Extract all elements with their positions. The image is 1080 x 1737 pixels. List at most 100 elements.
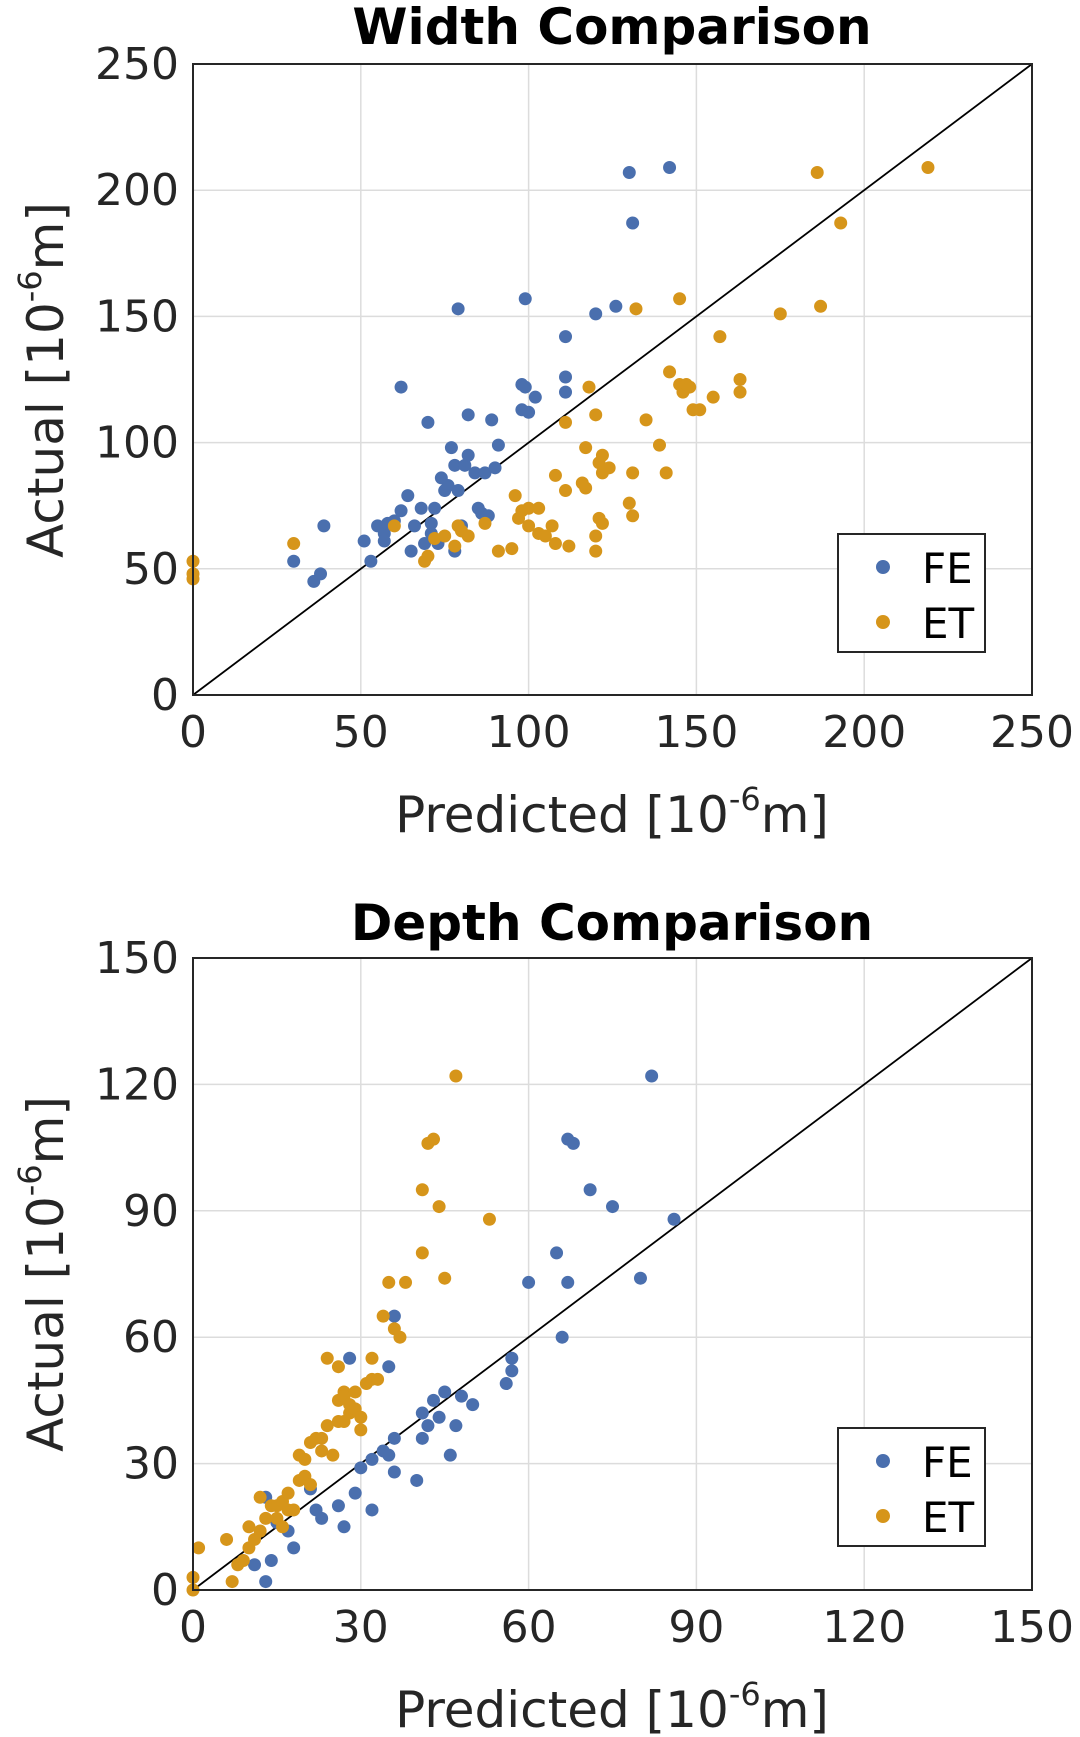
- y-tick-label: 30: [123, 1439, 179, 1490]
- legend-marker-fe: [876, 1454, 890, 1468]
- data-point-et: [673, 292, 687, 306]
- y-tick-label: 250: [95, 39, 179, 90]
- data-point-et: [438, 529, 452, 543]
- data-point-et: [387, 519, 401, 533]
- y-tick-label: 60: [123, 1312, 179, 1363]
- legend-marker-fe: [876, 560, 890, 574]
- data-point-fe: [343, 1351, 357, 1365]
- data-point-fe: [609, 299, 623, 313]
- data-point-et: [562, 539, 576, 553]
- data-point-fe: [287, 1541, 301, 1555]
- depth-comparison-chart: Depth Comparison 0 30 60 90 120 150 0 30 60 90 12…: [11, 894, 1074, 1737]
- y-tick-labels: 0 30 60 90 120 150: [95, 933, 179, 1616]
- width-comparison-chart: Width Comparison 0 50 100 150 200 250 0 50 100 1…: [11, 0, 1074, 844]
- legend-marker-et: [876, 1509, 890, 1523]
- data-point-et: [548, 537, 562, 551]
- x-tick-label: 30: [333, 1602, 389, 1653]
- legend-label-et: ET: [922, 599, 975, 648]
- data-point-et: [595, 516, 609, 530]
- data-point-et: [482, 1212, 496, 1226]
- data-point-fe: [394, 504, 408, 518]
- data-point-et: [275, 1520, 289, 1534]
- data-point-fe: [663, 160, 677, 174]
- data-point-fe: [522, 1275, 536, 1289]
- data-point-et: [320, 1351, 334, 1365]
- data-points: [186, 160, 935, 588]
- x-tick-label: 250: [990, 707, 1074, 758]
- data-point-fe: [555, 1330, 569, 1344]
- legend-label-fe: FE: [922, 1438, 973, 1487]
- data-point-fe: [454, 1389, 468, 1403]
- data-point-fe: [499, 1377, 513, 1391]
- data-point-et: [652, 438, 666, 452]
- data-point-fe: [626, 216, 640, 230]
- y-tick-label: 0: [151, 670, 179, 721]
- data-point-fe: [387, 1465, 401, 1479]
- y-tick-label: 200: [95, 165, 179, 216]
- data-point-fe: [566, 1136, 580, 1150]
- data-point-et: [626, 466, 640, 480]
- data-point-et: [326, 1448, 340, 1462]
- data-point-et: [579, 481, 593, 495]
- chart-title: Width Comparison: [352, 0, 871, 56]
- data-point-et: [399, 1275, 413, 1289]
- data-point-et: [589, 408, 603, 422]
- y-axis-label: Actual [10-6m]: [11, 1096, 75, 1452]
- data-point-fe: [491, 438, 505, 452]
- y-tick-label: 100: [95, 418, 179, 469]
- data-point-fe: [424, 516, 438, 530]
- data-point-et: [508, 489, 522, 503]
- data-point-et: [438, 1271, 452, 1285]
- data-point-fe: [414, 501, 428, 515]
- data-point-et: [505, 542, 519, 556]
- data-point-et: [478, 516, 492, 530]
- data-point-et: [589, 544, 603, 558]
- x-tick-label: 200: [822, 707, 906, 758]
- data-point-et: [659, 466, 673, 480]
- data-point-fe: [415, 1406, 429, 1420]
- x-tick-labels: 0 50 100 150 200 250: [179, 707, 1074, 758]
- data-point-fe: [387, 1309, 401, 1323]
- data-point-fe: [461, 408, 475, 422]
- x-tick-label: 0: [179, 707, 207, 758]
- data-point-et: [491, 544, 505, 558]
- data-point-fe: [377, 534, 391, 548]
- data-point-et: [427, 1132, 441, 1146]
- data-point-fe: [559, 385, 573, 399]
- data-point-fe: [583, 1183, 597, 1197]
- legend-marker-et: [876, 615, 890, 629]
- data-point-fe: [407, 519, 421, 533]
- data-point-et: [713, 330, 727, 344]
- data-point-et: [622, 496, 636, 510]
- data-point-et: [582, 380, 596, 394]
- chart-title: Depth Comparison: [351, 894, 873, 952]
- data-point-fe: [505, 1364, 519, 1378]
- data-point-et: [629, 302, 643, 316]
- data-point-et: [522, 501, 536, 515]
- data-point-fe: [466, 1398, 480, 1412]
- data-point-fe: [264, 1554, 278, 1568]
- data-point-et: [773, 307, 787, 321]
- y-tick-label: 150: [95, 933, 179, 984]
- legend-label-et: ET: [922, 1493, 975, 1542]
- data-point-fe: [337, 1520, 351, 1534]
- data-point-fe: [357, 534, 371, 548]
- data-point-fe: [418, 537, 432, 551]
- data-point-et: [298, 1452, 312, 1466]
- data-point-et: [589, 529, 603, 543]
- data-point-fe: [421, 415, 435, 429]
- data-point-et: [331, 1360, 345, 1374]
- data-point-fe: [518, 292, 532, 306]
- data-point-et: [393, 1330, 407, 1344]
- data-point-et: [192, 1541, 206, 1555]
- data-point-et: [595, 448, 609, 462]
- x-tick-label: 100: [487, 707, 571, 758]
- data-point-et: [663, 365, 677, 379]
- data-point-et: [810, 166, 824, 180]
- data-point-fe: [448, 458, 462, 472]
- data-point-fe: [365, 1503, 379, 1517]
- x-axis-label: Predicted [10-6m]: [395, 780, 829, 844]
- data-point-et: [432, 1200, 446, 1214]
- data-point-et: [220, 1532, 234, 1546]
